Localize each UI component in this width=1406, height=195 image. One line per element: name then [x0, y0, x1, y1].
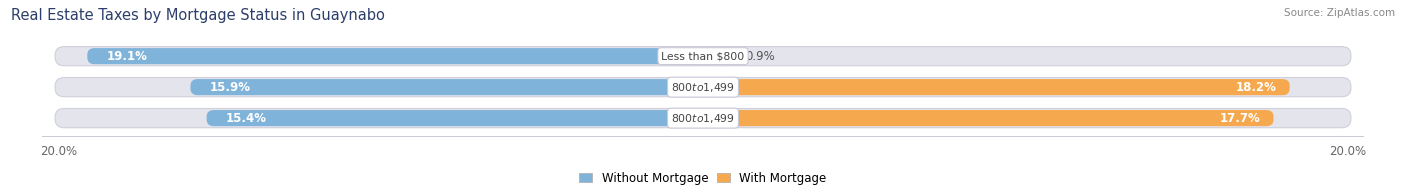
Text: 15.4%: 15.4% [226, 112, 267, 125]
FancyBboxPatch shape [703, 110, 1274, 126]
Text: 17.7%: 17.7% [1220, 112, 1261, 125]
Text: 15.9%: 15.9% [209, 81, 250, 94]
FancyBboxPatch shape [703, 48, 733, 64]
Text: $800 to $1,499: $800 to $1,499 [671, 81, 735, 94]
FancyBboxPatch shape [55, 47, 1351, 66]
Text: Source: ZipAtlas.com: Source: ZipAtlas.com [1284, 8, 1395, 18]
FancyBboxPatch shape [190, 79, 703, 95]
Legend: Without Mortgage, With Mortgage: Without Mortgage, With Mortgage [575, 167, 831, 189]
FancyBboxPatch shape [55, 78, 1351, 97]
FancyBboxPatch shape [55, 108, 1351, 128]
Text: 0.9%: 0.9% [745, 50, 775, 63]
Text: Less than $800: Less than $800 [661, 51, 745, 61]
FancyBboxPatch shape [87, 48, 703, 64]
FancyBboxPatch shape [207, 110, 703, 126]
FancyBboxPatch shape [703, 79, 1289, 95]
Text: Real Estate Taxes by Mortgage Status in Guaynabo: Real Estate Taxes by Mortgage Status in … [11, 8, 385, 23]
Text: $800 to $1,499: $800 to $1,499 [671, 112, 735, 125]
Text: 19.1%: 19.1% [107, 50, 148, 63]
Text: 18.2%: 18.2% [1236, 81, 1277, 94]
